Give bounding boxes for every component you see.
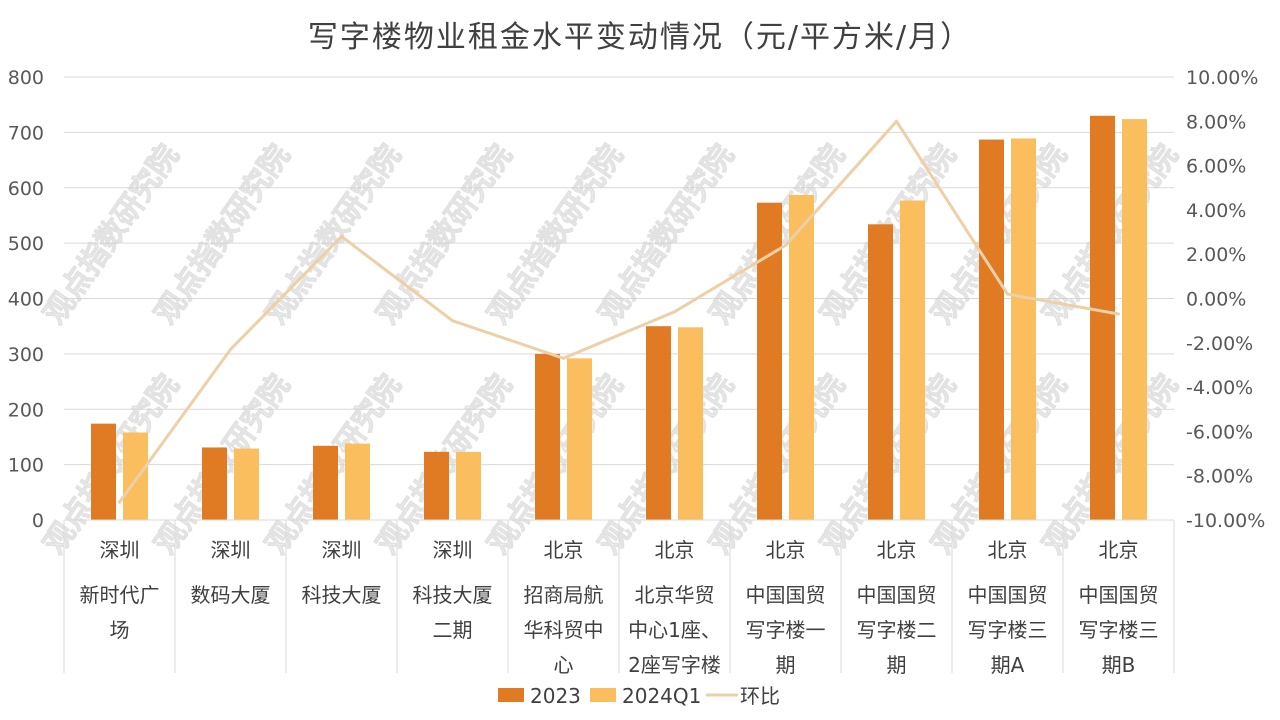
y-right-tick-label: -10.00% [1186,510,1265,532]
line-point [673,310,676,314]
category-label: 期 [776,653,796,677]
category-label: 写字楼三 [968,618,1048,642]
y-right-tick-label: -8.00% [1186,466,1253,488]
category-label: 心 [554,653,574,677]
bar-2023 [202,447,227,520]
y-right-tick-label: 0.00% [1186,289,1246,311]
category-label: 期A [991,653,1025,677]
category-label: 科技大厦 [302,583,382,607]
category-group-label: 深圳 [100,538,140,562]
y-left-tick-label: 600 [8,178,44,200]
bar-2023 [646,326,671,520]
line-point [1117,312,1120,316]
line-point [229,347,232,351]
category-group-label: 北京 [877,538,917,562]
legend-swatch-2024Q1 [590,688,616,702]
legend-label: 2024Q1 [622,684,701,708]
line-point [118,500,121,504]
bar-2024Q1 [789,194,814,521]
y-right-tick-label: 8.00% [1186,111,1246,133]
line-point [340,234,343,238]
line-point [562,356,565,360]
bar-2024Q1 [1011,138,1036,520]
chart-title: 写字楼物业租金水平变动情况（元/平方米/月） [307,20,973,55]
category-label: 中心1座、 [628,618,721,642]
category-group-label: 北京 [988,538,1028,562]
category-label: 写字楼三 [1079,618,1159,642]
category-label: 北京华贸 [635,583,715,607]
line-point [895,119,898,123]
category-label: 期B [1102,653,1136,677]
y-right-tick-label: 10.00% [1186,67,1258,89]
category-group-label: 深圳 [211,538,251,562]
category-label: 2座写字楼 [628,653,721,677]
bar-2024Q1 [123,432,148,520]
category-group-label: 北京 [544,538,584,562]
category-group-label: 北京 [655,538,695,562]
category-label: 期 [887,653,907,677]
category-group-label: 北京 [766,538,806,562]
category-label: 新时代广 [80,583,160,607]
bar-2024Q1 [234,448,259,520]
line-point [451,319,454,323]
y-right-tick-label: -4.00% [1186,377,1253,399]
category-label: 中国国贸 [968,583,1048,607]
legend-label: 2023 [530,684,581,708]
category-group-label: 北京 [1099,538,1139,562]
bar-2023 [424,451,449,520]
bar-2024Q1 [345,443,370,520]
category-group-label: 深圳 [433,538,473,562]
bar-2024Q1 [567,358,592,520]
line-series-环比 [118,119,1119,504]
category-label: 场 [110,618,130,642]
category-label: 中国国贸 [857,583,937,607]
bar-2023 [1090,115,1115,520]
y-left-tick-label: 700 [8,122,44,144]
y-right-tick-label: -6.00% [1186,421,1253,443]
y-left-tick-label: 500 [8,233,44,255]
bar-2023 [91,423,116,520]
bar-2024Q1 [678,327,703,520]
category-label: 数码大厦 [191,583,271,607]
bar-2023 [868,224,893,521]
y-right-tick-label: 4.00% [1186,200,1246,222]
y-right-tick-label: 2.00% [1186,244,1246,266]
y-right-tick-label: 6.00% [1186,156,1246,178]
y-left-tick-label: 300 [8,344,44,366]
category-group-label: 深圳 [322,538,362,562]
bar-2023 [313,445,338,520]
legend-label: 环比 [740,684,780,708]
bar-2024Q1 [1122,119,1147,521]
y-left-tick-label: 800 [8,67,44,89]
bar-2024Q1 [456,451,481,520]
legend-swatch-2023 [498,688,524,702]
category-label: 写字楼二 [857,618,937,642]
category-label: 写字楼一 [746,618,826,642]
y-left-tick-label: 400 [8,289,44,311]
category-label: 科技大厦 [413,583,493,607]
y-right-tick-label: -2.00% [1186,333,1253,355]
line-point [1006,292,1009,296]
line-point [784,243,787,247]
bar-2023 [979,139,1004,521]
category-label: 中国国贸 [1079,583,1159,607]
bar-2023 [535,353,560,520]
category-label: 华科贸中 [524,618,604,642]
y-left-tick-label: 100 [8,455,44,477]
y-left-tick-label: 0 [32,510,44,532]
category-label: 中国国贸 [746,583,826,607]
bar-2024Q1 [900,200,925,520]
category-label: 招商局航 [524,583,604,607]
y-left-tick-label: 200 [8,399,44,421]
category-label: 二期 [433,618,473,642]
